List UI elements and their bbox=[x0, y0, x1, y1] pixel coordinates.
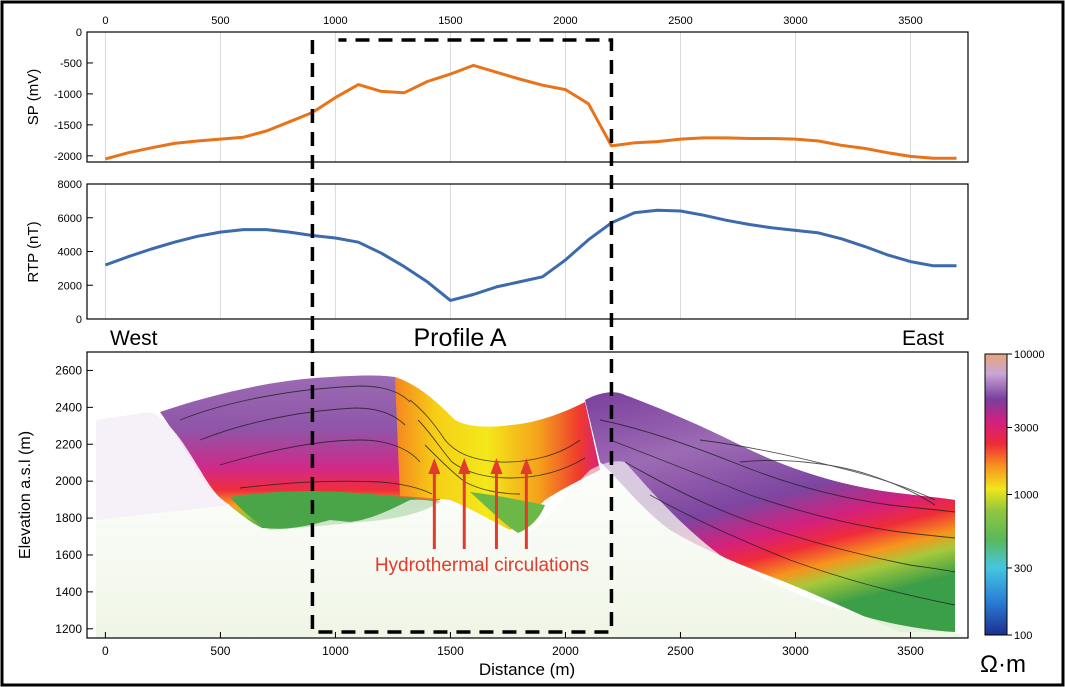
rtp-gridlines bbox=[104, 184, 911, 319]
colorbar-tick-label: 100 bbox=[1014, 630, 1032, 642]
rtp-panel: 0 2000 4000 6000 8000 RTP (nT) West East Pro… bbox=[25, 179, 969, 352]
resistivity-y-tick-label: 2200 bbox=[55, 437, 82, 451]
resistivity-y-tick-label: 1800 bbox=[55, 511, 82, 525]
west-label: West bbox=[110, 327, 158, 350]
resistivity-panel: 1200 1400 1600 1800 2000 2200 2400 2600 0 500 100… bbox=[17, 351, 969, 679]
sp-series-line bbox=[105, 63, 957, 161]
sp-top-x-tick-label: 0 bbox=[102, 15, 108, 27]
hydrothermal-arrow-head bbox=[520, 458, 533, 474]
profile-a-label: Profile A bbox=[413, 324, 506, 352]
resistivity-section bbox=[96, 375, 968, 638]
resistivity-y-tick-label: 1600 bbox=[55, 548, 82, 562]
hydrothermal-arrow-head bbox=[458, 458, 471, 474]
sp-y-tick-label: -500 bbox=[60, 58, 82, 70]
colorbar-tick-label: 10000 bbox=[1014, 349, 1045, 361]
sp-top-x-tick-label: 3500 bbox=[898, 15, 922, 27]
sp-plot-area bbox=[86, 31, 969, 163]
rtp-plot-area bbox=[86, 183, 969, 320]
resistivity-y-tick-labels: 1200 1400 1600 1800 2000 2200 2400 2600 bbox=[55, 363, 93, 636]
sp-top-x-tick-label: 2000 bbox=[553, 15, 577, 27]
hydrothermal-annotation: Hydrothermal circulations bbox=[375, 555, 589, 576]
sp-y-tick-label: -1500 bbox=[54, 120, 82, 132]
sp-top-x-tick-label: 3000 bbox=[783, 15, 807, 27]
colorbar-gradient-bar bbox=[984, 353, 1008, 636]
hydrothermal-arrow-head bbox=[490, 458, 503, 474]
sp-top-x-tick-label: 2500 bbox=[668, 15, 692, 27]
resistivity-central-zone bbox=[395, 377, 600, 530]
rtp-series-line bbox=[104, 208, 957, 302]
resistivity-y-tick-label: 2400 bbox=[55, 400, 82, 414]
resistivity-x-tick-label: 500 bbox=[210, 644, 230, 658]
resistivity-x-tick-label: 0 bbox=[102, 644, 109, 658]
rtp-y-tick-label: 6000 bbox=[58, 213, 82, 225]
sp-panel: 0 500 1000 1500 2000 2500 3000 3500 0 -500 -1000 -… bbox=[25, 15, 969, 163]
resistivity-y-tick-label: 1400 bbox=[55, 585, 82, 599]
rtp-y-tick-labels: 0 2000 4000 6000 8000 bbox=[58, 179, 93, 326]
rtp-y-tick-label: 0 bbox=[76, 314, 82, 326]
resistivity-contours bbox=[179, 385, 956, 606]
colorbar-tick-labels: 100 300 1000 3000 10000 bbox=[1007, 349, 1045, 642]
east-label: East bbox=[902, 327, 944, 350]
resistivity-x-tick-label: 2000 bbox=[552, 644, 579, 658]
sp-y-tick-labels: 0 -500 -1000 -1500 -2000 bbox=[54, 27, 93, 163]
hydrothermal-arrows bbox=[428, 458, 533, 549]
resistivity-y-tick-label: 1200 bbox=[55, 622, 82, 636]
sp-y-tick-label: 0 bbox=[76, 27, 82, 39]
hydrothermal-arrow-head bbox=[428, 458, 441, 474]
resistivity-y-axis-label: Elevation a.s.l (m) bbox=[17, 431, 34, 559]
rtp-y-tick-label: 8000 bbox=[58, 179, 82, 191]
sp-gridlines bbox=[104, 32, 911, 162]
profile-window-dashed bbox=[310, 38, 614, 634]
resistivity-x-tick-labels: 0 500 1000 1500 2000 2500 3000 3500 bbox=[102, 632, 924, 658]
resistivity-left-green bbox=[230, 491, 440, 530]
rtp-y-tick-label: 4000 bbox=[58, 247, 82, 259]
colorbar: 100 300 1000 3000 10000 Ω·m bbox=[980, 349, 1045, 678]
resistivity-faded-left-top bbox=[96, 412, 230, 520]
sp-top-x-tick-label: 1000 bbox=[323, 15, 347, 27]
resistivity-x-tick-label: 3500 bbox=[897, 644, 924, 658]
resistivity-y-tick-label: 2600 bbox=[55, 363, 82, 377]
sp-y-tick-label: -2000 bbox=[54, 151, 82, 163]
rtp-y-axis-label: RTP (nT) bbox=[25, 221, 42, 282]
resistivity-x-tick-label: 3000 bbox=[782, 644, 809, 658]
resistivity-plot-area bbox=[86, 351, 969, 639]
sp-top-x-tick-labels: 0 500 1000 1500 2000 2500 3000 3500 bbox=[102, 15, 922, 27]
colorbar-tick-label: 300 bbox=[1014, 563, 1032, 575]
colorbar-tick-label: 3000 bbox=[1014, 422, 1038, 434]
colorbar-unit: Ω·m bbox=[980, 651, 1026, 678]
resistivity-right-hill bbox=[585, 392, 955, 632]
colorbar-tick-label: 1000 bbox=[1014, 490, 1038, 502]
rtp-y-tick-label: 2000 bbox=[58, 280, 82, 292]
resistivity-x-tick-label: 1500 bbox=[437, 644, 464, 658]
resistivity-x-tick-label: 1000 bbox=[322, 644, 349, 658]
sp-top-x-tick-label: 1500 bbox=[438, 15, 462, 27]
resistivity-x-tick-label: 2500 bbox=[667, 644, 694, 658]
sp-y-tick-label: -1000 bbox=[54, 89, 82, 101]
resistivity-left-hill bbox=[160, 375, 440, 529]
resistivity-y-tick-label: 2000 bbox=[55, 474, 82, 488]
sp-y-axis-label: SP (mV) bbox=[25, 69, 42, 125]
sp-top-x-tick-label: 500 bbox=[211, 15, 229, 27]
resistivity-x-axis-label: Distance (m) bbox=[479, 660, 575, 679]
